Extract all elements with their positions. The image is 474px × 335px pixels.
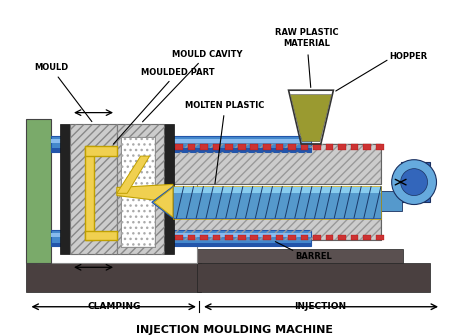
Bar — [213, 144, 220, 150]
Bar — [250, 144, 258, 150]
Bar — [263, 234, 271, 241]
Bar — [173, 187, 382, 193]
Bar — [288, 144, 296, 150]
Text: MOULD CAVITY: MOULD CAVITY — [143, 50, 243, 122]
Bar — [326, 234, 333, 241]
Bar — [188, 144, 195, 150]
Polygon shape — [154, 188, 173, 217]
Bar — [200, 234, 208, 241]
Bar — [51, 243, 311, 246]
Bar — [376, 144, 383, 150]
Bar — [382, 191, 401, 211]
Text: RAW PLASTIC
MATERIAL: RAW PLASTIC MATERIAL — [274, 28, 338, 48]
Text: BARREL: BARREL — [295, 252, 332, 261]
Bar — [175, 144, 183, 150]
Bar — [26, 263, 201, 292]
Bar — [26, 119, 51, 263]
Bar — [188, 234, 195, 241]
Bar — [60, 124, 70, 254]
Text: INJECTION MOULDING MACHINE: INJECTION MOULDING MACHINE — [136, 325, 333, 335]
Bar — [173, 202, 382, 241]
Text: MOLTEN PLASTIC: MOLTEN PLASTIC — [185, 101, 265, 184]
Bar — [238, 234, 246, 241]
Bar — [117, 124, 164, 254]
Text: INJECTION: INJECTION — [294, 302, 346, 311]
Polygon shape — [291, 95, 332, 142]
Bar — [301, 144, 308, 150]
Circle shape — [392, 160, 437, 205]
Circle shape — [401, 169, 428, 196]
Bar — [197, 263, 430, 292]
Bar — [117, 124, 164, 254]
Bar — [275, 234, 283, 241]
Bar — [301, 234, 308, 241]
Bar — [238, 144, 246, 150]
Bar — [37, 137, 197, 263]
Bar — [51, 139, 311, 143]
Bar — [326, 144, 333, 150]
Bar — [313, 144, 321, 150]
Bar — [200, 144, 208, 150]
Bar — [213, 234, 220, 241]
Bar — [51, 148, 311, 152]
Bar — [376, 234, 383, 241]
Bar — [173, 144, 382, 184]
Text: CLAMPING: CLAMPING — [87, 302, 140, 311]
Bar — [338, 144, 346, 150]
Bar — [70, 124, 117, 254]
Bar — [288, 234, 296, 241]
Bar — [313, 234, 321, 241]
Bar — [173, 187, 382, 218]
Bar — [173, 202, 382, 241]
Bar — [164, 124, 174, 254]
Bar — [84, 146, 94, 241]
Polygon shape — [117, 184, 173, 202]
Bar — [84, 230, 117, 241]
Bar — [338, 234, 346, 241]
Bar — [263, 144, 271, 150]
Bar — [225, 144, 233, 150]
Bar — [51, 230, 311, 246]
Text: MOULDED PART: MOULDED PART — [113, 68, 214, 144]
Bar — [70, 124, 117, 254]
Bar — [225, 234, 233, 241]
Bar — [351, 144, 358, 150]
Bar — [121, 137, 155, 247]
Bar — [197, 249, 403, 263]
Bar — [173, 144, 382, 184]
Bar — [51, 136, 311, 152]
Bar — [175, 234, 183, 241]
Bar — [84, 146, 117, 156]
Bar — [121, 137, 155, 247]
Polygon shape — [117, 156, 150, 193]
Polygon shape — [152, 187, 173, 218]
Bar — [275, 144, 283, 150]
Bar — [364, 234, 371, 241]
Text: MOULD: MOULD — [34, 63, 92, 122]
Bar — [250, 234, 258, 241]
Bar — [401, 162, 430, 202]
Bar — [351, 234, 358, 241]
Text: HOPPER: HOPPER — [390, 52, 428, 61]
Bar — [173, 186, 382, 219]
Bar — [364, 144, 371, 150]
Bar — [51, 233, 311, 237]
